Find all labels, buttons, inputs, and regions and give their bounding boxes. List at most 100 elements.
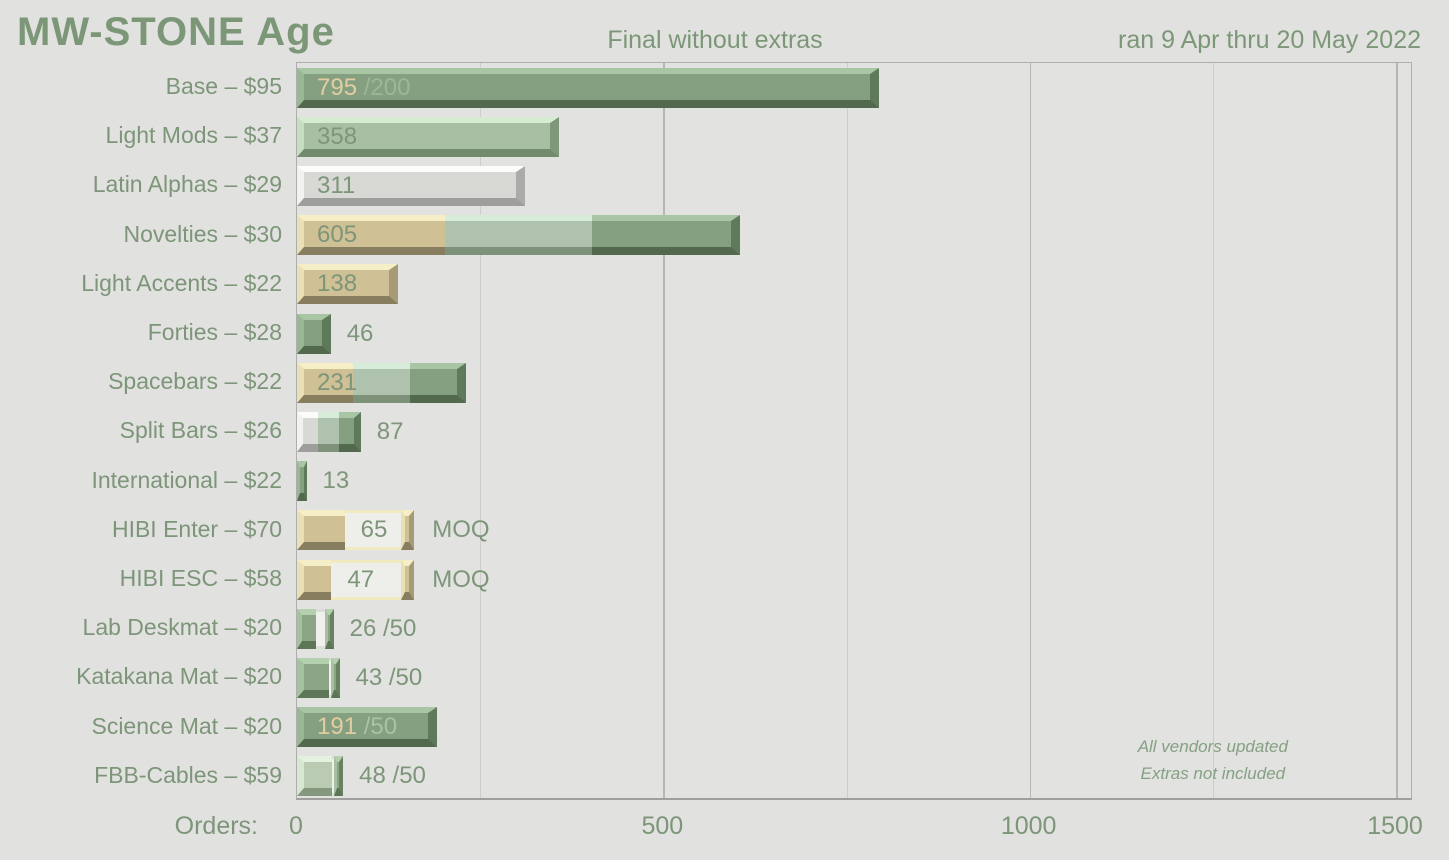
row-label: HIBI ESC – $58 xyxy=(119,565,282,592)
bar-segment xyxy=(353,362,410,403)
row-label: FBB-Cables – $59 xyxy=(94,761,282,788)
bar-row: 26 /50 xyxy=(297,608,416,649)
bar-segment xyxy=(409,362,467,403)
bar-target-hollow xyxy=(331,559,402,600)
bar-value: 13 xyxy=(322,467,350,495)
x-axis-label: Orders: xyxy=(174,812,258,840)
bar-row: 48 /50 xyxy=(297,756,426,797)
bar-segment xyxy=(297,362,354,403)
bar-row: 795 /200 xyxy=(297,67,880,108)
row-label: Split Bars – $26 xyxy=(119,417,282,444)
bar-segment xyxy=(297,412,319,452)
row-label: Science Mat – $20 xyxy=(91,712,282,739)
row-label: Latin Alphas – $29 xyxy=(92,171,282,198)
bar-target-hollow xyxy=(328,658,331,698)
note-line-1: All vendors updated xyxy=(1137,737,1288,756)
row-label: International – $22 xyxy=(91,466,282,493)
bar-segment xyxy=(297,313,331,354)
bar-value: 231 xyxy=(317,368,358,396)
bar-segment xyxy=(297,756,333,797)
row-label: Spacebars – $22 xyxy=(108,368,282,395)
bar-value: 795 /200 xyxy=(317,73,411,101)
row-label: Base – $95 xyxy=(165,73,282,100)
bar-target-cap xyxy=(324,608,334,649)
bar-value: 65 xyxy=(360,516,388,544)
bar-target-hollow xyxy=(316,608,325,649)
bar-segment xyxy=(297,461,307,502)
row-label: Novelties – $30 xyxy=(123,220,282,247)
bar-value: 311 xyxy=(317,172,356,199)
bar-segment xyxy=(297,166,525,206)
bar-value-suffix: /50 xyxy=(382,664,423,691)
bar-segment xyxy=(297,116,560,157)
bar-value: 47 xyxy=(347,565,375,593)
bar-segment xyxy=(297,510,345,551)
bar-segment xyxy=(318,412,340,452)
bar-segment xyxy=(444,215,593,256)
bar-value: 191 /50 xyxy=(317,713,398,741)
bar-row: 43 /50 xyxy=(297,658,422,698)
date-range: ran 9 Apr thru 20 May 2022 xyxy=(1118,26,1421,54)
bar-row: 231 xyxy=(297,362,467,403)
gridline-major xyxy=(663,63,665,798)
bar-value: 48 /50 xyxy=(359,762,426,790)
bar-rows: 795 /200 358 311 605 138 46 231 87 13 65 MOQ 47 MOQ 2… xyxy=(297,63,1411,798)
bar-value: 605 xyxy=(317,221,358,249)
bar-target-hollow xyxy=(332,756,335,797)
bar-segment xyxy=(592,215,741,256)
x-tick-label: 500 xyxy=(641,812,684,840)
page-title: MW-STONE Age xyxy=(17,10,335,54)
bar-value: 43 /50 xyxy=(355,664,423,691)
gridline-major xyxy=(1396,63,1398,798)
plot-area: 795 /200 358 311 605 138 46 231 87 13 65 MOQ 47 MOQ 2… xyxy=(296,62,1412,800)
bar-row: 311 xyxy=(297,166,525,206)
gridline-minor xyxy=(1212,63,1214,798)
bar-segment xyxy=(297,215,445,256)
bar-row: 87 xyxy=(297,412,403,452)
x-tick-label: 0 xyxy=(289,812,303,840)
bar-target-cap xyxy=(401,559,415,600)
row-label: Lab Deskmat – $20 xyxy=(82,614,282,641)
row-label: Katakana Mat – $20 xyxy=(76,663,282,690)
gridline-minor xyxy=(846,63,848,798)
bar-row: 358 xyxy=(297,116,560,157)
bar-target-cap xyxy=(401,510,415,551)
row-label: Light Mods – $37 xyxy=(105,122,282,149)
bar-value-suffix: /50 xyxy=(376,614,417,642)
chart-subtitle: Final without extras xyxy=(607,26,823,54)
bar-row: 191 /50 xyxy=(297,707,437,748)
gridline-minor xyxy=(480,63,482,798)
row-label: Light Accents – $22 xyxy=(81,269,282,296)
row-label: HIBI Enter – $70 xyxy=(111,515,282,542)
bar-segment xyxy=(297,264,399,305)
bar-value-suffix: /50 xyxy=(385,762,426,790)
bar-target-hollow xyxy=(344,510,402,551)
bar-target-cap xyxy=(334,756,344,797)
category-labels: Base – $95 Light Mods – $37 Latin Alphas –… xyxy=(0,62,282,800)
row-label: Forties – $28 xyxy=(147,319,282,346)
bar-row: 46 xyxy=(297,313,373,354)
bar-value-suffix: /200 xyxy=(357,73,411,101)
bar-row: 605 xyxy=(297,215,741,256)
bar-segment xyxy=(297,658,329,698)
bar-segment xyxy=(297,707,437,748)
bar-row: 138 xyxy=(297,264,399,305)
bar-annotation-moq: MOQ xyxy=(432,516,490,544)
x-tick-label: 1000 xyxy=(1000,812,1057,840)
bar-segment xyxy=(297,67,880,108)
bar-value: 26 /50 xyxy=(349,614,417,642)
bar-row: 13 xyxy=(297,461,349,502)
note-line-2: Extras not included xyxy=(1140,764,1286,783)
bar-row: 47 MOQ xyxy=(297,559,490,600)
bar-row: 65 MOQ xyxy=(297,510,490,551)
bar-annotation-moq: MOQ xyxy=(432,565,490,593)
bar-segment xyxy=(297,559,332,600)
bar-target-cap xyxy=(330,658,340,698)
x-tick-label: 1500 xyxy=(1367,812,1423,840)
bar-value: 138 xyxy=(317,270,358,298)
bar-segment xyxy=(297,608,317,649)
bar-value: 46 xyxy=(346,319,374,347)
bar-segment xyxy=(339,412,361,452)
bar-value: 87 xyxy=(376,418,404,445)
bar-value: 358 xyxy=(317,122,358,150)
